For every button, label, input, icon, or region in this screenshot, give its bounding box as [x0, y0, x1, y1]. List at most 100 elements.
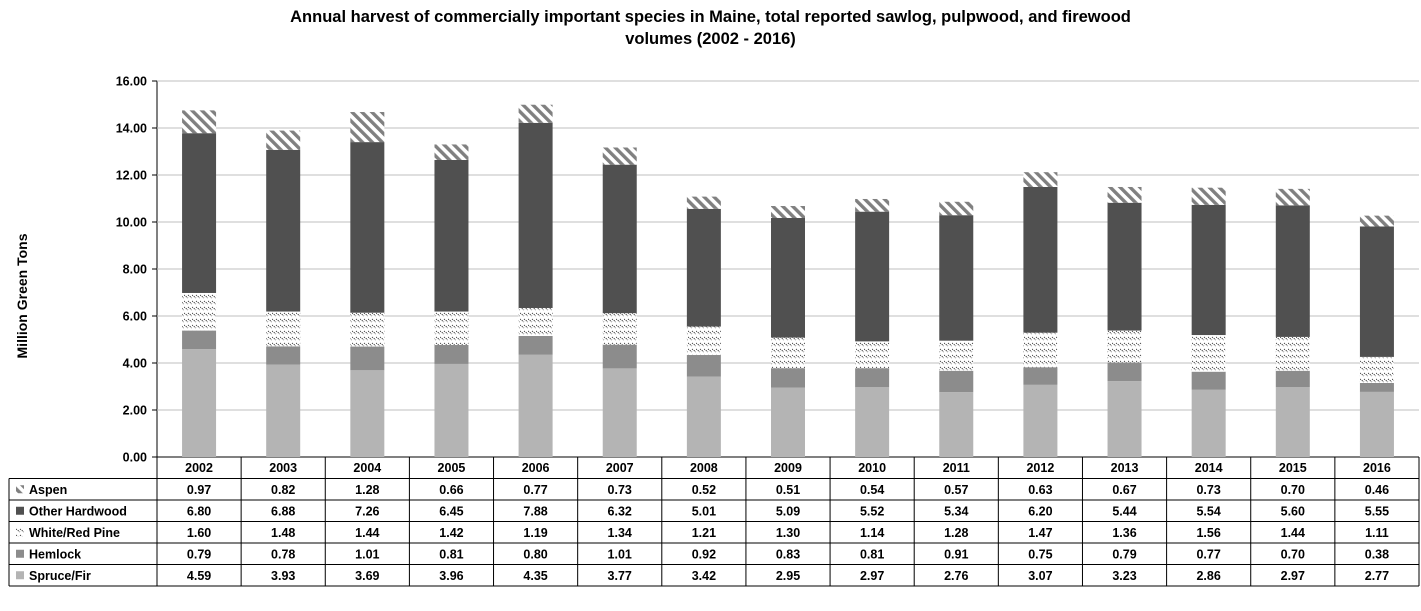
data-label: 5.01 [692, 504, 716, 518]
bar-segment-aspen [1359, 215, 1394, 227]
data-label: 3.07 [1028, 569, 1052, 583]
bar-segment-other-hardwood [518, 122, 553, 309]
x-tick-label: 2015 [1279, 461, 1307, 475]
x-tick-label: 2012 [1026, 461, 1054, 475]
data-label: 7.26 [355, 504, 379, 518]
legend-key [16, 571, 24, 580]
data-label: 3.23 [1112, 569, 1136, 583]
bar-segment-white-red-pine [1107, 330, 1142, 363]
bar-segment-hemlock [1023, 367, 1058, 385]
y-tick-label: 16.00 [116, 75, 147, 89]
data-label: 4.59 [187, 569, 211, 583]
x-tick-label: 2008 [690, 461, 718, 475]
x-tick-label: 2007 [606, 461, 634, 475]
bar-segment-spruce-fir [182, 349, 217, 457]
bar-segment-spruce-fir [1191, 389, 1226, 457]
bar-segment-aspen [855, 198, 890, 212]
bar-segment-hemlock [1359, 382, 1394, 392]
data-label: 4.35 [523, 569, 547, 583]
data-label: 6.45 [439, 504, 463, 518]
bar-segment-hemlock [771, 368, 805, 388]
bar-segment-aspen [686, 196, 721, 209]
data-label: 0.97 [187, 483, 211, 497]
bar-segment-hemlock [855, 368, 890, 388]
data-label: 0.54 [860, 483, 884, 497]
data-label: 1.01 [608, 547, 632, 561]
data-label: 0.79 [187, 547, 211, 561]
bar-segment-spruce-fir [266, 364, 301, 457]
chart-title-line-1: Annual harvest of commercially important… [290, 8, 1131, 26]
bar-segment-white-red-pine [602, 313, 637, 345]
bar-segment-hemlock [1191, 371, 1226, 390]
legend-key [16, 528, 24, 537]
data-label: 0.63 [1028, 483, 1052, 497]
bar-segment-white-red-pine [855, 341, 890, 369]
data-label: 3.42 [692, 569, 716, 583]
bar-segment-spruce-fir [602, 368, 637, 457]
data-label: 1.01 [355, 547, 379, 561]
bar-segment-other-hardwood [1023, 186, 1058, 333]
data-label: 7.88 [523, 504, 547, 518]
bar-segment-other-hardwood [771, 218, 805, 338]
bar-segment-aspen [939, 201, 974, 216]
legend-key [16, 506, 24, 515]
data-label: 1.19 [523, 526, 547, 540]
bar-segment-white-red-pine [1191, 335, 1226, 372]
bar-segment-other-hardwood [434, 159, 469, 312]
bar-segment-spruce-fir [771, 387, 805, 457]
data-label: 1.28 [944, 526, 968, 540]
bar-segment-spruce-fir [939, 392, 974, 457]
bar-segment-white-red-pine [1275, 336, 1310, 371]
data-label: 1.60 [187, 526, 211, 540]
bar-segment-aspen [1023, 172, 1058, 187]
data-label: 5.55 [1365, 504, 1389, 518]
data-label: 1.47 [1028, 526, 1052, 540]
bar-segment-white-red-pine [350, 312, 385, 347]
bar-segment-hemlock [434, 344, 469, 364]
bar-segment-spruce-fir [350, 370, 385, 457]
x-tick-label: 2005 [438, 461, 466, 475]
legend-key [16, 549, 24, 558]
data-label: 0.51 [776, 483, 800, 497]
bar-segment-white-red-pine [518, 308, 553, 336]
bar-segment-white-red-pine [182, 292, 217, 331]
bar-segment-spruce-fir [1023, 384, 1058, 457]
bar-segment-other-hardwood [686, 208, 721, 327]
bar-segment-aspen [602, 147, 637, 165]
x-tick-label: 2004 [353, 461, 381, 475]
bar-segment-other-hardwood [182, 133, 217, 293]
x-tick-label: 2003 [269, 461, 297, 475]
bar-segment-other-hardwood [1359, 226, 1394, 357]
data-label: 0.77 [523, 483, 547, 497]
bar-segment-aspen [434, 144, 469, 160]
x-tick-label: 2002 [185, 461, 213, 475]
x-tick-label: 2014 [1195, 461, 1223, 475]
legend-label: Aspen [29, 483, 67, 497]
bar-segment-aspen [266, 130, 301, 150]
data-label: 1.14 [860, 526, 884, 540]
data-label: 1.44 [355, 526, 379, 540]
x-tick-label: 2013 [1111, 461, 1139, 475]
data-label: 5.09 [776, 504, 800, 518]
data-label: 1.34 [608, 526, 632, 540]
data-label: 0.73 [608, 483, 632, 497]
x-tick-label: 2006 [522, 461, 550, 475]
legend-label: Other Hardwood [29, 504, 127, 518]
data-label: 3.77 [608, 569, 632, 583]
data-label: 0.79 [1112, 547, 1136, 561]
y-tick-label: 0.00 [123, 451, 147, 465]
y-tick-label: 10.00 [116, 216, 147, 230]
data-label: 2.77 [1365, 569, 1389, 583]
data-label: 0.77 [1196, 547, 1220, 561]
bar-segment-hemlock [518, 335, 553, 355]
bar-segment-aspen [518, 104, 553, 123]
bar-segment-hemlock [350, 346, 385, 371]
data-label: 0.70 [1281, 547, 1305, 561]
y-tick-label: 4.00 [123, 357, 147, 371]
data-label: 6.88 [271, 504, 295, 518]
chart-title: Annual harvest of commercially important… [0, 6, 1421, 50]
y-tick-label: 12.00 [116, 169, 147, 183]
bar-segment-aspen [350, 112, 385, 143]
data-label: 1.48 [271, 526, 295, 540]
bar-segment-other-hardwood [1191, 204, 1226, 336]
